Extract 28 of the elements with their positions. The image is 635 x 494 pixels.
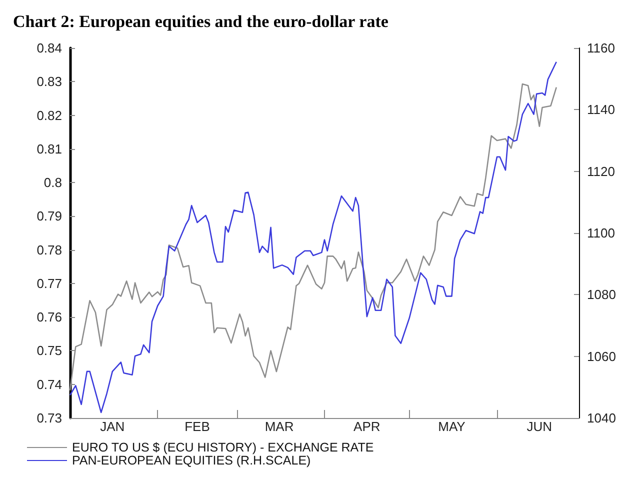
- y-tick-label: 0.83: [36, 74, 62, 90]
- y2-tick-label: 1040: [587, 410, 616, 426]
- y-tick-label: 0.75: [36, 343, 62, 358]
- y2-tick-label: 1080: [587, 287, 616, 302]
- y2-tick-label: 1100: [587, 226, 615, 240]
- y-tick-label: 0.74: [36, 376, 62, 392]
- legend-label: EURO TO US $ (ECU HISTORY) - EXCHANGE RATE: [72, 440, 374, 454]
- x-tick-label: FEB: [184, 419, 210, 434]
- y2-tick-label: 1060: [587, 348, 616, 364]
- y-tick-label: 0.78: [36, 242, 62, 258]
- y-tick-label: 0.84: [36, 40, 62, 56]
- x-tick-label: APR: [354, 419, 380, 434]
- y-tick-label: 0.76: [36, 310, 62, 325]
- y-tick-label: 0.82: [36, 108, 62, 123]
- y-tick-label: 0.8: [44, 175, 62, 190]
- chart-title: Chart 2: European equities and the euro-dollar rate: [13, 12, 389, 31]
- x-tick-label: MAR: [264, 419, 294, 434]
- y-tick-label: 0.73: [36, 410, 62, 426]
- y-tick-label: 0.81: [36, 141, 62, 156]
- y-tick-label: 0.77: [36, 276, 62, 291]
- y-tick-label: 0.79: [36, 208, 62, 224]
- y2-tick-label: 1140: [587, 102, 615, 118]
- y2-tick-label: 1120: [587, 164, 615, 179]
- x-tick-label: JAN: [100, 419, 125, 434]
- legend-label: PAN-EUROPEAN EQUITIES (R.H.SCALE): [72, 454, 311, 468]
- y2-tick-label: 1160: [587, 40, 615, 56]
- x-tick-label: JUN: [526, 419, 552, 434]
- x-tick-label: MAY: [438, 419, 466, 434]
